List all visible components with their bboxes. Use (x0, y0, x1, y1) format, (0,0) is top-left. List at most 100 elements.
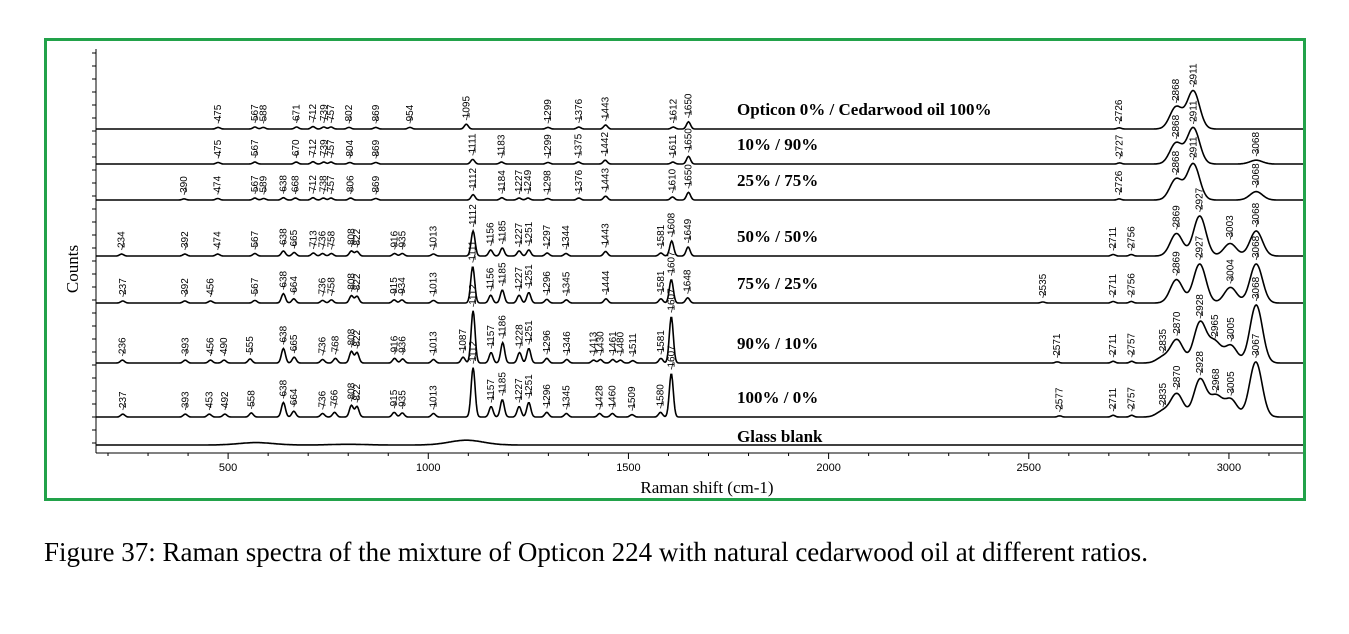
peak-label: 638 (278, 228, 289, 245)
peak-marker (670, 304, 674, 313)
peak-marker (217, 150, 221, 159)
peak-marker (660, 286, 664, 295)
peak-label: 1461 (608, 331, 619, 354)
peak-label: 475 (213, 139, 224, 156)
peak-marker (223, 348, 227, 357)
peak-label: 453 (204, 391, 215, 408)
peak-label: 1649 (683, 218, 694, 241)
series-label: Glass blank (737, 427, 823, 446)
peak-marker (122, 288, 126, 298)
peak-label: 954 (405, 104, 416, 121)
peak-marker (528, 280, 532, 289)
peak-marker (433, 401, 436, 410)
peak-label: 822 (352, 383, 363, 400)
peak-marker (672, 150, 676, 159)
peak-label: 1375 (573, 133, 584, 156)
spectrum-line-3 (96, 215, 1303, 257)
peak-label: 768 (330, 335, 341, 352)
peak-label: 1581 (656, 330, 667, 353)
peak-marker (688, 180, 691, 189)
peak-label: 1607 (666, 251, 677, 274)
peak-label: 1228 (515, 324, 526, 347)
peak-label: 1428 (595, 385, 606, 408)
peak-label: 739 (319, 104, 330, 121)
peak-marker (184, 402, 188, 411)
peak-marker (632, 348, 636, 357)
peak-marker (217, 241, 221, 251)
peak-marker (1130, 242, 1134, 251)
peak-marker (217, 115, 221, 124)
axes: 500 1000 1500 2000 2500 3000 (92, 49, 1303, 474)
peak-label: 1013 (429, 272, 440, 295)
peak-marker (1056, 349, 1060, 358)
peak-label: 1251 (524, 320, 535, 343)
peak-marker (210, 348, 213, 357)
peak-label: 2756 (1126, 273, 1137, 296)
peak-label: 237 (118, 391, 129, 408)
peak-label: 2835 (1158, 329, 1169, 352)
peak-label: 1650 (684, 128, 695, 151)
peak-label: 1430 (595, 331, 606, 354)
peak-label: 664 (289, 388, 300, 405)
peak-label: 392 (180, 231, 191, 248)
peak-marker (323, 114, 327, 124)
peak-label: 736 (318, 230, 329, 247)
peak-marker (547, 115, 551, 124)
peak-marker (1059, 403, 1062, 412)
peak-marker (375, 150, 379, 159)
peak-marker (331, 241, 334, 250)
peak-label: 492 (220, 391, 231, 408)
peak-marker (620, 348, 623, 357)
peak-label: 869 (371, 104, 382, 121)
peak-marker (122, 348, 125, 357)
peak-marker (334, 400, 337, 409)
peak-label: 671 (292, 104, 303, 121)
peak-marker (660, 240, 664, 250)
peak-label: 804 (345, 139, 356, 156)
peak-label: 1251 (524, 374, 535, 397)
peak-label: 1299 (543, 134, 554, 157)
peak-marker (472, 355, 476, 364)
peak-label: 2757 (1127, 333, 1138, 356)
peak-label: 3003 (1225, 215, 1236, 238)
spectrum-line-2 (96, 162, 1303, 201)
peak-marker (501, 185, 505, 194)
spectrum-line-5 (96, 304, 1303, 364)
series-label: 25% / 75% (737, 171, 818, 190)
peak-label: 665 (289, 334, 300, 351)
peak-marker (612, 401, 615, 410)
peak-label: 3068 (1251, 202, 1262, 225)
peak-label: 808 (346, 273, 357, 290)
peak-marker (502, 330, 506, 339)
peak-marker (1118, 115, 1122, 124)
peak-label: 2870 (1172, 365, 1183, 388)
peak-marker (356, 340, 360, 349)
peak-marker (1042, 289, 1046, 299)
peak-label: 1185 (497, 262, 508, 284)
peak-marker (350, 186, 353, 195)
peak-marker (254, 114, 258, 124)
peak-label: 1185 (497, 220, 508, 242)
peak-marker (183, 186, 187, 195)
peak-marker (612, 347, 616, 356)
peak-marker (1255, 251, 1259, 261)
peak-label: 638 (278, 270, 289, 287)
peak-marker (348, 115, 352, 124)
peak-marker (375, 186, 379, 195)
peak-marker (528, 390, 532, 399)
series-label: Opticon 0% / Cedarwood oil 100% (737, 100, 992, 119)
peak-marker (402, 346, 405, 356)
peak-marker (672, 184, 675, 194)
peak-label: 736 (318, 277, 329, 294)
peak-label: 665 (289, 229, 300, 246)
peak-label: 1095 (461, 96, 472, 119)
peak-marker (578, 114, 582, 124)
peak-label: 237 (118, 278, 129, 295)
peak-label: 2727 (1115, 134, 1126, 157)
peak-marker (330, 186, 334, 195)
peak-label: 2870 (1172, 311, 1183, 334)
peak-label: 1648 (683, 269, 694, 292)
spectrum-line-0 (96, 89, 1303, 130)
peak-marker (490, 283, 494, 292)
peak-marker (1214, 330, 1218, 339)
